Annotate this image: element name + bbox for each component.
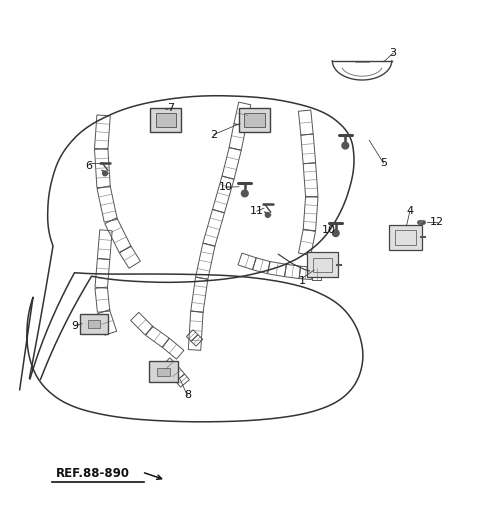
Text: REF.88-890: REF.88-890 (56, 467, 130, 480)
FancyBboxPatch shape (239, 108, 270, 132)
Text: 6: 6 (86, 161, 93, 170)
Circle shape (241, 190, 248, 197)
Text: 11: 11 (250, 206, 264, 216)
FancyBboxPatch shape (88, 321, 100, 328)
Text: 10: 10 (219, 182, 233, 192)
Text: 8: 8 (184, 391, 191, 400)
Text: 7: 7 (167, 103, 174, 113)
Text: 1: 1 (299, 276, 306, 285)
Text: 12: 12 (430, 217, 444, 227)
FancyBboxPatch shape (149, 362, 178, 382)
Circle shape (265, 212, 270, 218)
FancyBboxPatch shape (80, 313, 108, 334)
Circle shape (103, 171, 108, 176)
FancyBboxPatch shape (156, 113, 176, 127)
Text: 2: 2 (210, 130, 217, 139)
Circle shape (332, 230, 339, 237)
FancyBboxPatch shape (389, 224, 421, 250)
Text: 5: 5 (380, 159, 387, 168)
FancyBboxPatch shape (151, 108, 181, 132)
FancyBboxPatch shape (157, 368, 170, 376)
Text: 4: 4 (407, 206, 413, 216)
FancyBboxPatch shape (244, 113, 264, 127)
FancyBboxPatch shape (307, 252, 337, 277)
Circle shape (342, 142, 348, 149)
Text: 10: 10 (322, 225, 336, 235)
Text: 3: 3 (390, 48, 396, 58)
Text: 9: 9 (72, 321, 78, 331)
